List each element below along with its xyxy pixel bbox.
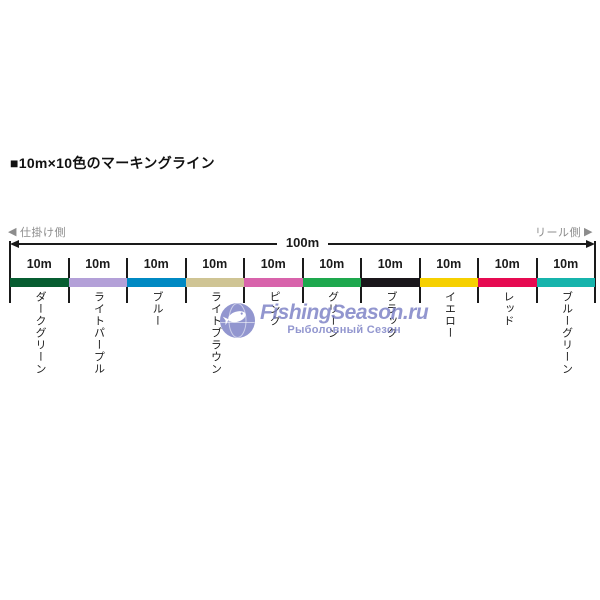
color-bar bbox=[244, 278, 303, 287]
left-arrow-icon: ◀ bbox=[8, 225, 17, 238]
color-name-cell: ピンク bbox=[244, 291, 303, 327]
fish-globe-icon bbox=[219, 302, 256, 344]
color-name-label: レッド bbox=[502, 291, 515, 327]
color-name-cell: グリーン bbox=[303, 291, 362, 339]
segment-length-label: 10m bbox=[260, 257, 286, 271]
color-bar bbox=[127, 278, 186, 287]
segment-length-label: 10m bbox=[494, 257, 520, 271]
segment-divider bbox=[594, 241, 596, 303]
segment-length-label: 10m bbox=[553, 257, 579, 271]
segment-length-label: 10m bbox=[202, 257, 228, 271]
segment-divider bbox=[9, 241, 11, 303]
dimension-line-right bbox=[328, 242, 586, 245]
segment-length-label: 10m bbox=[377, 257, 403, 271]
total-length-dimension: 100m bbox=[10, 235, 595, 250]
color-bar bbox=[185, 278, 244, 287]
color-name-cell: ブルー bbox=[127, 291, 186, 327]
rig-side-label: ◀ 仕掛け側 bbox=[8, 224, 66, 240]
dimension-arrowhead-left-icon bbox=[10, 239, 19, 248]
color-name-label: グリーン bbox=[326, 291, 339, 339]
color-name-cell: ライトブラウン bbox=[186, 291, 245, 375]
segment-length-label: 10m bbox=[319, 257, 345, 271]
color-bar bbox=[10, 278, 69, 287]
color-name-label: ブラック bbox=[385, 291, 398, 339]
color-bar bbox=[302, 278, 361, 287]
color-name-cell: イエロー bbox=[420, 291, 479, 339]
color-bar bbox=[536, 278, 595, 287]
color-name-label: ブルー bbox=[151, 291, 164, 327]
watermark-site-name: FishingSeason.ru bbox=[260, 301, 429, 324]
color-name-label: イエロー bbox=[443, 291, 456, 339]
dimension-arrowhead-right-icon bbox=[586, 239, 595, 248]
segment-length-label: 10m bbox=[85, 257, 111, 271]
segment-length-row: 10m 10m 10m 10m 10m 10m 10m 10m 10m 10m bbox=[10, 257, 595, 271]
color-bar bbox=[68, 278, 127, 287]
color-name-cell: ブラック bbox=[361, 291, 420, 339]
color-names-row: ダークグリーン ライトパープル ブルー ライトブラウン ピンク グリーン ブラック イエロー レ… bbox=[10, 291, 595, 375]
color-name-label: ライトパープル bbox=[92, 291, 105, 375]
color-bar bbox=[478, 278, 537, 287]
reel-side-text: リール側 bbox=[535, 227, 582, 239]
color-name-cell: ダークグリーン bbox=[10, 291, 69, 375]
segment-length-label: 10m bbox=[26, 257, 52, 271]
color-name-cell: ライトパープル bbox=[69, 291, 128, 375]
segment-length-label: 10m bbox=[143, 257, 169, 271]
color-name-label: ダークグリーン bbox=[34, 291, 47, 375]
dimension-line-left bbox=[19, 242, 277, 245]
color-name-label: ライトブラウン bbox=[209, 291, 222, 375]
color-name-label: ブルーグリーン bbox=[560, 291, 573, 375]
color-bar bbox=[419, 278, 478, 287]
total-length-label: 100m bbox=[285, 235, 320, 250]
watermark-subtitle: Рыболовный Сезон bbox=[287, 324, 401, 337]
right-arrow-icon: ▶ bbox=[584, 225, 593, 238]
reel-side-label: リール側 ▶ bbox=[535, 224, 593, 240]
segment-length-label: 10m bbox=[436, 257, 462, 271]
diagram-title: ■10m×10色のマーキングライン bbox=[10, 155, 215, 171]
color-name-cell: ブルーグリーン bbox=[537, 291, 596, 375]
color-bars-row bbox=[10, 278, 595, 287]
color-bar bbox=[361, 278, 420, 287]
color-name-label: ピンク bbox=[268, 291, 281, 327]
rig-side-text: 仕掛け側 bbox=[19, 227, 66, 239]
color-name-cell: レッド bbox=[478, 291, 537, 327]
watermark: FishingSeason.ru Рыболовный Сезон bbox=[219, 301, 429, 344]
